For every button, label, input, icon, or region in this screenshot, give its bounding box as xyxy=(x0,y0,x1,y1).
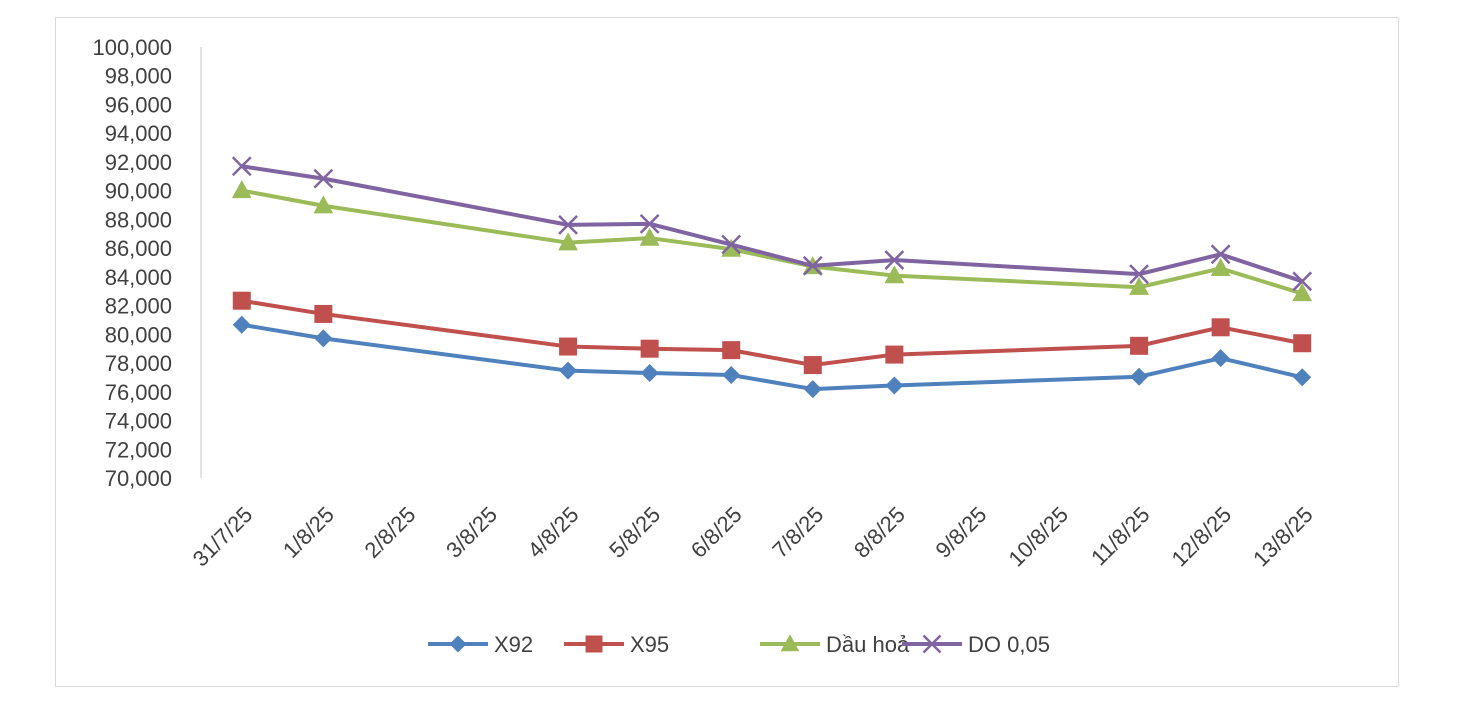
x-tick-label: 5/8/25 xyxy=(604,502,665,563)
x-tick-label: 7/8/25 xyxy=(767,502,828,563)
series-line xyxy=(239,322,1305,392)
data-point xyxy=(922,634,942,654)
data-point xyxy=(1130,336,1149,355)
data-point xyxy=(884,250,905,270)
data-point xyxy=(313,195,334,214)
series-3 xyxy=(231,156,1313,292)
legend: X92 X95 Dầu hoả DO 0,05 xyxy=(428,632,1050,657)
legend-entry: X92 xyxy=(428,632,533,657)
legend-entry: Dầu hoả xyxy=(760,632,910,657)
series-1 xyxy=(232,291,1312,375)
legend-label: Dầu hoả xyxy=(826,632,910,657)
x-axis-ticks: 31/7/25 1/8/25 2/8/25 3/8/25 4/8/25 5/8/25 6/8… xyxy=(188,502,1318,572)
x-tick-label: 2/8/25 xyxy=(360,502,421,563)
data-point xyxy=(314,329,333,348)
data-point xyxy=(640,339,659,358)
y-tick-label: 82,000 xyxy=(105,294,172,319)
data-point xyxy=(1130,367,1149,386)
data-point xyxy=(1129,264,1149,285)
y-tick-label: 98,000 xyxy=(105,64,172,89)
data-point xyxy=(1293,368,1312,387)
y-tick-label: 80,000 xyxy=(105,322,172,347)
legend-entry: DO 0,05 xyxy=(902,632,1050,657)
data-point xyxy=(639,227,660,246)
y-axis-ticks: 70,000 72,000 74,000 76,000 78,000 80,000 82,0… xyxy=(92,35,172,491)
series-layer xyxy=(231,156,1313,399)
line-chart: 70,000 72,000 74,000 76,000 78,000 80,000 82,0… xyxy=(92,35,1318,657)
data-point xyxy=(885,376,904,395)
legend-label: X92 xyxy=(494,632,533,657)
data-point xyxy=(1129,276,1149,295)
data-point xyxy=(1210,258,1231,277)
data-point xyxy=(231,156,252,177)
data-point xyxy=(802,255,823,276)
data-point xyxy=(803,356,822,375)
x-tick-label: 12/8/25 xyxy=(1167,502,1237,572)
data-point xyxy=(780,634,800,652)
data-point xyxy=(559,337,578,356)
y-tick-label: 76,000 xyxy=(105,380,172,405)
x-tick-label: 1/8/25 xyxy=(278,502,339,563)
y-tick-label: 96,000 xyxy=(105,92,172,117)
legend-label: X95 xyxy=(630,632,669,657)
y-tick-label: 74,000 xyxy=(105,409,172,434)
data-point xyxy=(232,315,251,334)
y-tick-label: 72,000 xyxy=(105,437,172,462)
data-point xyxy=(639,213,660,234)
y-tick-label: 90,000 xyxy=(105,179,172,204)
data-point xyxy=(449,635,467,653)
data-point xyxy=(1292,283,1313,302)
x-tick-label: 10/8/25 xyxy=(1003,502,1073,572)
series-line xyxy=(239,188,1305,296)
legend-entry: X95 xyxy=(564,632,669,657)
data-point xyxy=(558,232,578,251)
x-tick-label: 9/8/25 xyxy=(931,502,992,563)
data-point xyxy=(585,635,603,653)
x-tick-label: 3/8/25 xyxy=(441,502,502,563)
x-tick-label: 31/7/25 xyxy=(188,502,258,572)
x-tick-label: 13/8/25 xyxy=(1248,502,1318,572)
y-tick-label: 86,000 xyxy=(105,236,172,261)
data-point xyxy=(558,214,578,235)
y-tick-label: 88,000 xyxy=(105,207,172,232)
data-point xyxy=(232,291,251,310)
data-point xyxy=(1210,244,1231,265)
data-point xyxy=(314,304,333,323)
series-2 xyxy=(231,180,1313,302)
data-point xyxy=(559,361,578,380)
series-line xyxy=(239,164,1305,284)
data-point xyxy=(722,365,741,384)
data-point xyxy=(722,341,741,360)
data-point xyxy=(1211,318,1230,337)
legend-label: DO 0,05 xyxy=(968,632,1050,657)
data-point xyxy=(1293,334,1312,353)
data-point xyxy=(884,265,905,284)
data-point xyxy=(313,168,334,189)
y-tick-label: 100,000 xyxy=(92,35,172,60)
x-tick-label: 4/8/25 xyxy=(523,502,584,563)
y-tick-label: 94,000 xyxy=(105,121,172,146)
data-point xyxy=(231,180,252,199)
series-0 xyxy=(232,315,1312,399)
y-tick-label: 78,000 xyxy=(105,351,172,376)
x-tick-label: 6/8/25 xyxy=(686,502,747,563)
data-point xyxy=(1211,349,1230,368)
y-tick-label: 84,000 xyxy=(105,265,172,290)
y-tick-label: 92,000 xyxy=(105,150,172,175)
data-point xyxy=(1292,271,1313,292)
x-tick-label: 11/8/25 xyxy=(1086,502,1154,570)
y-tick-label: 70,000 xyxy=(105,466,172,491)
data-point xyxy=(640,363,659,382)
data-point xyxy=(803,380,822,399)
chart-frame: 70,000 72,000 74,000 76,000 78,000 80,000 82,0… xyxy=(55,17,1399,687)
data-point xyxy=(721,238,742,257)
data-point xyxy=(885,345,904,364)
series-line xyxy=(239,298,1305,368)
data-point xyxy=(721,234,742,255)
x-tick-label: 8/8/25 xyxy=(849,502,910,563)
